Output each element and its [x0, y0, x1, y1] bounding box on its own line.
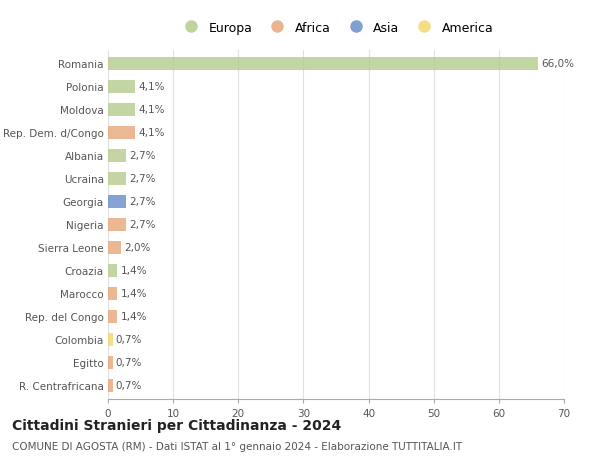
Bar [108, 127, 135, 140]
Text: 4,1%: 4,1% [138, 82, 164, 92]
Text: 4,1%: 4,1% [138, 128, 164, 138]
Text: 2,7%: 2,7% [129, 151, 155, 161]
Bar [108, 264, 117, 277]
Bar [108, 81, 135, 94]
Bar [108, 333, 113, 346]
Text: 2,7%: 2,7% [129, 197, 155, 207]
Text: 0,7%: 0,7% [116, 381, 142, 391]
Bar [108, 58, 538, 71]
Text: 66,0%: 66,0% [541, 59, 574, 69]
Text: 1,4%: 1,4% [121, 289, 147, 299]
Bar [108, 218, 125, 231]
Bar [108, 241, 121, 254]
Bar [108, 150, 125, 162]
Bar [108, 310, 117, 323]
Text: COMUNE DI AGOSTA (RM) - Dati ISTAT al 1° gennaio 2024 - Elaborazione TUTTITALIA.: COMUNE DI AGOSTA (RM) - Dati ISTAT al 1°… [12, 441, 462, 451]
Text: 0,7%: 0,7% [116, 358, 142, 368]
Text: 4,1%: 4,1% [138, 105, 164, 115]
Bar [108, 379, 113, 392]
Text: 2,7%: 2,7% [129, 220, 155, 230]
Text: 2,0%: 2,0% [124, 243, 151, 253]
Bar [108, 356, 113, 369]
Bar [108, 173, 125, 185]
Bar [108, 104, 135, 117]
Text: 0,7%: 0,7% [116, 335, 142, 345]
Bar [108, 287, 117, 300]
Text: 1,4%: 1,4% [121, 266, 147, 276]
Text: 1,4%: 1,4% [121, 312, 147, 322]
Text: Cittadini Stranieri per Cittadinanza - 2024: Cittadini Stranieri per Cittadinanza - 2… [12, 418, 341, 431]
Text: 2,7%: 2,7% [129, 174, 155, 184]
Bar [108, 196, 125, 208]
Legend: Europa, Africa, Asia, America: Europa, Africa, Asia, America [176, 19, 496, 37]
